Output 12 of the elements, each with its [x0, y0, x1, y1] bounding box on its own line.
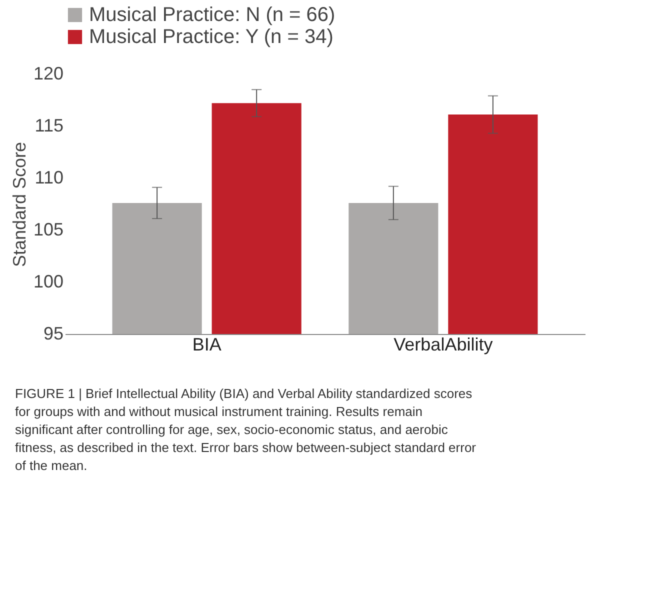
y-tick-label: 105	[33, 220, 64, 240]
y-tick-label: 115	[34, 116, 64, 136]
legend-label: Musical Practice: Y (n = 34)	[89, 26, 334, 48]
y-tick-label: 100	[33, 272, 64, 292]
y-tick-label: 110	[34, 168, 64, 188]
x-tick-label: BIA	[192, 334, 222, 354]
y-tick-label: 95	[43, 324, 64, 344]
x-tick-label: VerbalAbility	[394, 334, 493, 354]
y-axis-title: Standard Score	[9, 142, 30, 268]
legend-label: Musical Practice: N (n = 66)	[89, 4, 336, 26]
y-tick-label: 120	[33, 64, 64, 84]
caption: FIGURE 1 | Brief Intellectual Ability (BIA) and Verbal Ability standardized scores for groups with and without musical instrument training. Results remain significant after controlling for age, sex, socio-economic status, and aerobic fitness, as described in the text. Error bars show between-subject standard error of the mean.	[15, 386, 477, 473]
